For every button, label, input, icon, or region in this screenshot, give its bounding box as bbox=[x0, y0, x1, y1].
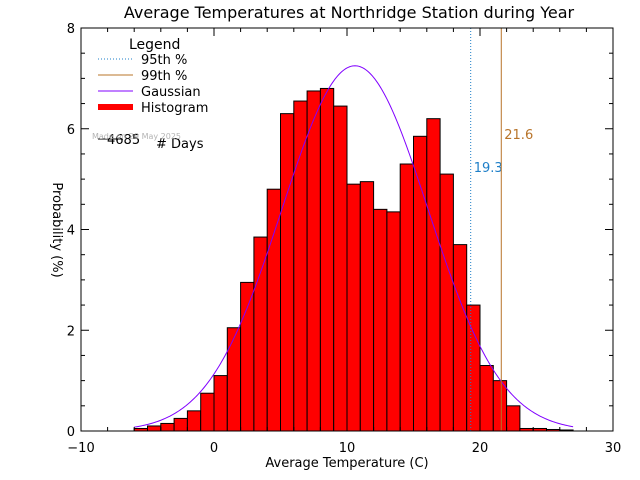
histogram-bar bbox=[160, 422, 175, 432]
x-tick-label: 0 bbox=[210, 441, 218, 456]
legend-item-label: Histogram bbox=[141, 101, 208, 116]
histogram-bar bbox=[399, 163, 415, 432]
legend-count-label: # Days bbox=[156, 137, 204, 152]
gaussian-curve bbox=[134, 65, 574, 428]
histogram-bar bbox=[200, 392, 215, 432]
made-on-credit: Made on 29 May 2025 bbox=[92, 132, 181, 141]
y-tick-label: 6 bbox=[67, 123, 75, 138]
histogram-bar bbox=[240, 281, 255, 432]
chart-title: Average Temperatures at Northridge Stati… bbox=[124, 3, 575, 22]
histogram-bar bbox=[319, 87, 335, 432]
percentile-label: 19.3 bbox=[474, 161, 503, 176]
legend-title: Legend bbox=[129, 37, 180, 53]
legend-count-value: 4685 bbox=[107, 133, 140, 148]
histogram-bar bbox=[253, 236, 268, 432]
histogram-bar bbox=[333, 105, 348, 432]
histogram-bar bbox=[479, 365, 494, 432]
legend-item-label: 95th % bbox=[141, 53, 187, 68]
histogram-bar bbox=[506, 405, 521, 432]
x-axis-ticks: −10 0 10 20 30 bbox=[67, 28, 621, 456]
histogram-bar bbox=[280, 113, 295, 432]
percentile-label: 21.6 bbox=[504, 128, 533, 143]
histogram-bar bbox=[346, 183, 361, 432]
histogram-bar bbox=[492, 380, 508, 432]
histogram-bar bbox=[306, 90, 321, 432]
histogram-bar bbox=[413, 135, 428, 432]
histogram-bar bbox=[359, 181, 375, 432]
y-tick-label: 8 bbox=[67, 22, 75, 37]
x-tick-label: 20 bbox=[472, 441, 489, 456]
y-tick-label: 4 bbox=[67, 224, 75, 239]
histogram-bar bbox=[386, 211, 401, 432]
histogram-bar bbox=[466, 304, 481, 432]
x-tick-label: −10 bbox=[67, 441, 94, 456]
y-tick-label: 2 bbox=[67, 324, 75, 339]
histogram-bar bbox=[373, 208, 388, 432]
y-axis-label: Probability (%) bbox=[49, 182, 64, 277]
x-axis-label: Average Temperature (C) bbox=[265, 456, 428, 471]
histogram-bar bbox=[452, 244, 468, 432]
histogram-bar bbox=[226, 327, 242, 432]
histogram-bar bbox=[426, 118, 441, 432]
histogram-bar bbox=[147, 425, 162, 432]
histogram-bar bbox=[439, 173, 454, 432]
histogram-bar bbox=[186, 410, 202, 432]
legend-item-label: 99th % bbox=[141, 69, 187, 84]
x-tick-label: 10 bbox=[339, 441, 356, 456]
legend-item-label: Gaussian bbox=[141, 85, 201, 100]
histogram-bar bbox=[293, 100, 308, 432]
histogram-bar bbox=[173, 417, 188, 432]
histogram-bar bbox=[213, 375, 228, 432]
histogram-bar bbox=[266, 188, 282, 432]
x-tick-label: 30 bbox=[605, 441, 622, 456]
y-axis-ticks: 0 2 4 6 8 bbox=[67, 22, 613, 440]
percentile-lines: 19.3 21.6 bbox=[470, 28, 533, 431]
y-tick-label: 0 bbox=[67, 425, 75, 440]
